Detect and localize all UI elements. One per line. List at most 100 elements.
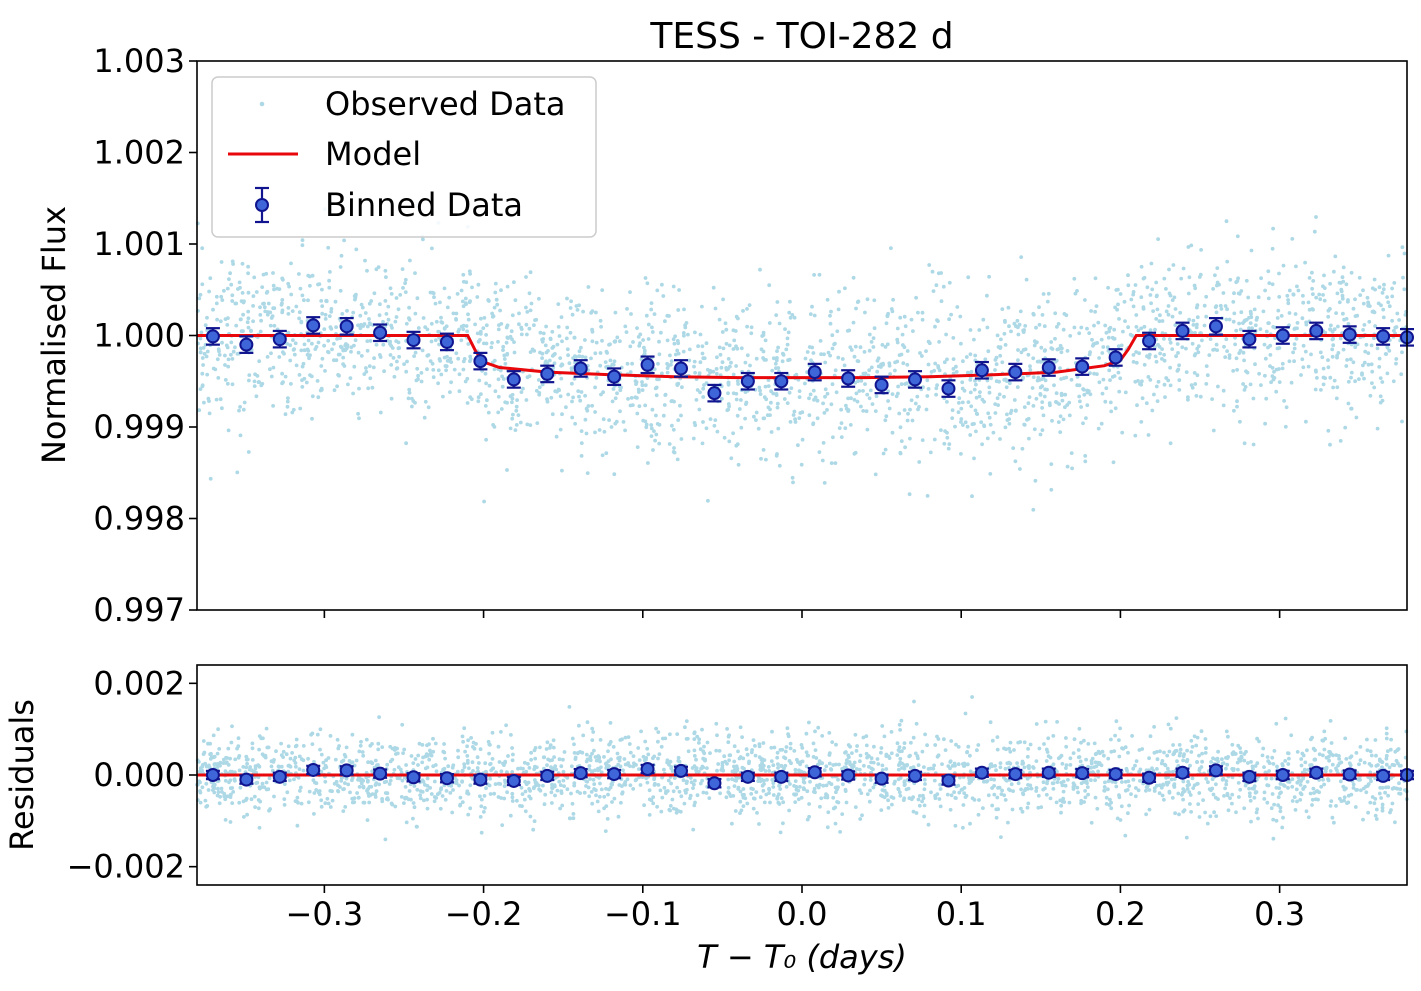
observed-point xyxy=(486,298,491,302)
observed-point xyxy=(237,768,242,773)
observed-point xyxy=(854,767,859,771)
observed-point xyxy=(1339,289,1344,294)
observed-point xyxy=(844,406,849,411)
y-tick-label: 1.003 xyxy=(93,42,185,80)
observed-point xyxy=(647,813,652,817)
observed-point xyxy=(634,382,638,386)
observed-point xyxy=(777,321,782,326)
observed-point xyxy=(890,802,894,807)
observed-point xyxy=(368,339,373,343)
observed-point xyxy=(1009,329,1013,334)
observed-point xyxy=(443,756,447,761)
observed-point xyxy=(230,293,235,298)
observed-point xyxy=(223,363,227,367)
y-tick-label: 0.997 xyxy=(93,591,185,629)
observed-point xyxy=(525,332,529,337)
observed-point xyxy=(1205,821,1210,826)
observed-point xyxy=(1358,293,1363,297)
observed-point xyxy=(959,452,963,456)
observed-point xyxy=(1063,783,1068,788)
observed-point xyxy=(1007,381,1012,386)
observed-point xyxy=(743,360,748,365)
observed-point xyxy=(357,749,362,754)
observed-point xyxy=(775,349,779,353)
observed-point xyxy=(237,800,242,805)
observed-point xyxy=(543,792,548,797)
observed-point xyxy=(1370,381,1374,385)
observed-point xyxy=(554,434,559,439)
observed-point xyxy=(893,360,897,365)
observed-point xyxy=(1215,348,1219,352)
observed-point xyxy=(1168,293,1173,298)
observed-point xyxy=(657,377,661,382)
binned-marker xyxy=(1309,323,1324,338)
observed-point xyxy=(510,799,515,803)
observed-point xyxy=(1101,377,1106,382)
observed-point xyxy=(200,282,205,287)
observed-point xyxy=(934,283,939,288)
observed-point xyxy=(1269,776,1274,781)
observed-point xyxy=(1016,781,1021,786)
observed-point xyxy=(644,422,649,427)
observed-point xyxy=(560,803,565,808)
observed-point xyxy=(369,760,373,765)
observed-point xyxy=(999,792,1004,796)
observed-point xyxy=(1036,793,1041,798)
observed-point xyxy=(223,353,227,358)
observed-point xyxy=(1003,320,1007,324)
observed-point xyxy=(499,730,503,734)
observed-point xyxy=(324,758,328,763)
observed-point xyxy=(1026,352,1031,357)
observed-point xyxy=(586,404,591,408)
observed-point xyxy=(223,778,228,783)
observed-point xyxy=(643,276,648,280)
observed-point xyxy=(855,399,860,404)
observed-point xyxy=(1368,393,1373,398)
observed-point xyxy=(383,837,388,842)
observed-point xyxy=(1059,377,1063,381)
observed-point xyxy=(1198,394,1203,399)
observed-point xyxy=(934,386,939,391)
observed-point xyxy=(868,388,873,393)
observed-point xyxy=(618,755,622,760)
observed-point xyxy=(1004,385,1009,390)
observed-point xyxy=(1194,394,1199,398)
observed-point xyxy=(1319,388,1323,392)
observed-point xyxy=(330,347,334,352)
observed-point xyxy=(1041,413,1046,418)
observed-point xyxy=(342,238,346,243)
observed-point xyxy=(450,810,455,815)
observed-point xyxy=(679,413,683,418)
observed-point xyxy=(653,438,657,443)
binned-point xyxy=(439,332,454,352)
observed-point xyxy=(1263,373,1267,378)
observed-point xyxy=(257,747,261,752)
observed-point xyxy=(397,354,401,359)
observed-point xyxy=(529,750,533,755)
observed-point xyxy=(827,731,832,735)
observed-point xyxy=(682,307,686,312)
observed-point xyxy=(517,311,521,316)
observed-point xyxy=(1330,354,1335,359)
observed-point xyxy=(533,764,537,769)
observed-point xyxy=(823,394,827,399)
observed-point xyxy=(848,345,853,350)
observed-point xyxy=(1190,744,1195,749)
observed-point xyxy=(1162,352,1166,357)
observed-point xyxy=(229,352,233,357)
observed-point xyxy=(416,326,421,330)
observed-point xyxy=(1156,237,1160,242)
observed-point xyxy=(460,299,465,304)
observed-point xyxy=(198,800,203,805)
observed-point xyxy=(761,763,766,768)
observed-point xyxy=(238,317,243,322)
observed-point xyxy=(867,754,871,758)
observed-point xyxy=(1365,737,1369,742)
observed-point xyxy=(1083,298,1087,302)
observed-point xyxy=(925,494,930,498)
observed-point xyxy=(1259,276,1263,281)
observed-point xyxy=(646,322,651,327)
observed-point xyxy=(598,738,603,742)
observed-point xyxy=(1194,325,1199,330)
observed-point xyxy=(292,347,296,351)
